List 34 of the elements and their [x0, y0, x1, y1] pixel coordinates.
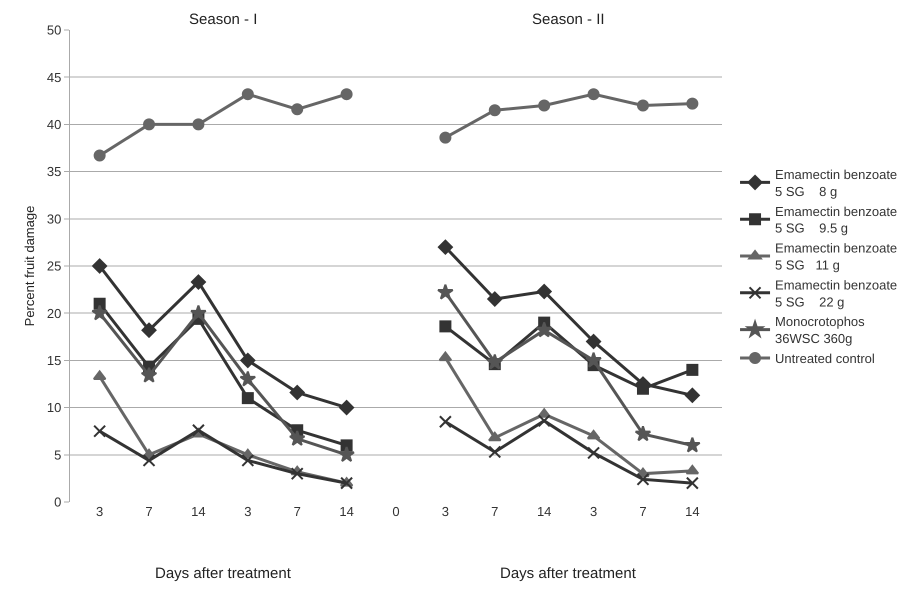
- legend-label: Monocrotophos 36WSC 360g: [775, 314, 866, 346]
- x-tick-label: 7: [145, 504, 153, 519]
- text: Days after treatment: [500, 565, 637, 582]
- text: Season - II: [532, 11, 605, 28]
- y-tick-label: 35: [46, 164, 62, 180]
- x-tick-label: 14: [536, 504, 552, 519]
- x-tick-label: 14: [685, 504, 700, 519]
- y-tick-label: 25: [46, 258, 62, 274]
- y-tick-label: 50: [46, 22, 62, 38]
- legend-label: Emamectin benzoate 5 SG 11 g: [775, 240, 898, 273]
- x-tick-label: 14: [191, 504, 206, 519]
- y-tick-label: 20: [46, 306, 62, 321]
- x-tick-label: 3: [244, 504, 252, 519]
- legend-label: Emamectin benzoate 5 SG 9.5 g: [775, 204, 898, 236]
- y-tick-label: 30: [46, 211, 62, 226]
- x-tick-label: 0: [392, 504, 400, 519]
- y-tick-label: 40: [46, 116, 62, 132]
- y-tick-label: 10: [46, 400, 62, 416]
- x-tick-label: 3: [442, 504, 450, 519]
- legend-label: Emamectin benzoate 5 SG 22 g: [775, 277, 898, 310]
- text: Season - I: [189, 11, 258, 28]
- x-tick-label: 7: [294, 504, 301, 519]
- y-tick-label: 5: [54, 447, 62, 462]
- x-tick-label: 14: [339, 504, 354, 519]
- y-axis-title: Percent fruit damage: [22, 206, 37, 326]
- y-tick-label: 45: [46, 70, 62, 85]
- x-tick-label: 3: [590, 504, 598, 519]
- text: Days after treatment: [155, 565, 292, 582]
- legend-label: Untreated control: [775, 351, 875, 366]
- x-tick-label: 7: [491, 504, 498, 519]
- x-tick-label: 3: [96, 504, 104, 519]
- legend-label: Emamectin benzoate 5 SG 8 g: [775, 167, 898, 199]
- y-tick-label: 15: [46, 352, 62, 368]
- x-tick-label: 7: [639, 504, 647, 519]
